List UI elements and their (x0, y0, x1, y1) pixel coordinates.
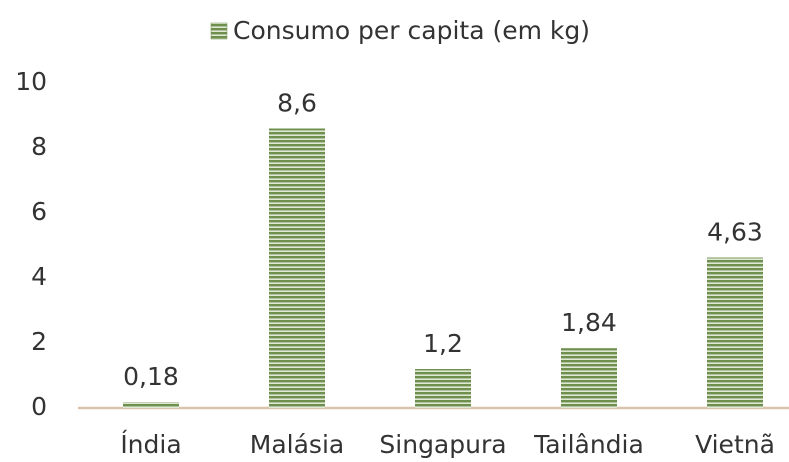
x-tick-label: Singapura (379, 430, 506, 459)
bar (123, 402, 179, 408)
data-label: 1,84 (561, 308, 617, 337)
x-tick-label: Vietnã (695, 430, 775, 459)
legend-label: Consumo per capita (em kg) (233, 16, 590, 45)
data-label: 1,2 (423, 329, 463, 358)
x-tick-label: Tailândia (533, 430, 644, 459)
y-tick-label: 6 (31, 197, 47, 226)
y-tick-label: 0 (31, 392, 47, 421)
x-tick-label: Índia (120, 430, 181, 459)
y-tick-label: 10 (15, 67, 47, 96)
data-label: 4,63 (707, 218, 763, 247)
x-tick-label: Malásia (250, 430, 344, 459)
legend-swatch (210, 22, 228, 40)
y-tick-label: 8 (31, 132, 47, 161)
bar (561, 348, 617, 408)
y-tick-label: 4 (31, 262, 47, 291)
data-label: 0,18 (123, 362, 179, 391)
bar (707, 257, 763, 408)
y-tick-label: 2 (31, 327, 47, 356)
bar (269, 128, 325, 408)
data-label: 8,6 (277, 89, 317, 118)
bar (415, 369, 471, 408)
